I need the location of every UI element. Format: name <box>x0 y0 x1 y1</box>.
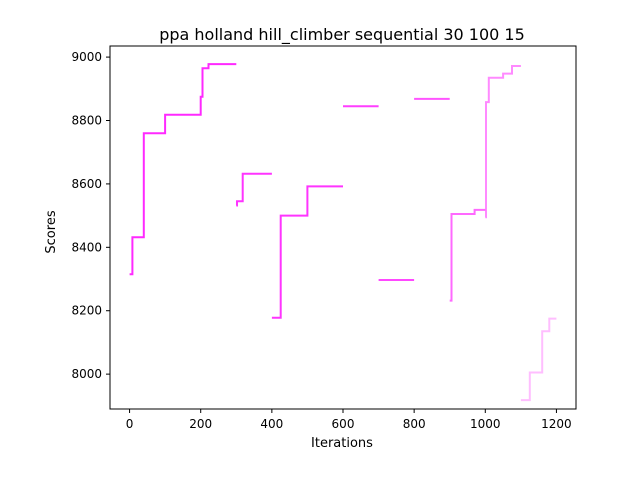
chart-title: ppa holland hill_climber sequential 30 1… <box>159 25 525 45</box>
y-tick-label: 9000 <box>71 50 102 64</box>
x-tick-label: 600 <box>332 417 355 431</box>
series-line-0 <box>129 63 237 276</box>
y-tick-label: 8000 <box>71 367 102 381</box>
y-tick-label: 8200 <box>71 304 102 318</box>
x-tick-label: 1000 <box>470 417 501 431</box>
x-tick-label: 0 <box>126 417 134 431</box>
series-line-8 <box>520 317 557 402</box>
series-line-2 <box>271 185 343 319</box>
x-tick-label: 1200 <box>541 417 572 431</box>
y-axis-label: Scores <box>44 210 59 253</box>
x-tick-label: 200 <box>189 417 212 431</box>
x-tick-label: 400 <box>260 417 283 431</box>
series-line-1 <box>236 172 272 207</box>
y-tick-label: 8800 <box>71 114 102 128</box>
series-line-6 <box>449 208 486 302</box>
series-layer <box>129 63 557 402</box>
x-tick-label: 800 <box>403 417 426 431</box>
y-tick-label: 8400 <box>71 240 102 254</box>
axes-layer: 0 200 400 600 800 1000 1200 8000 8200 8400 8600 880… <box>71 45 577 431</box>
x-axis-label: Iterations <box>311 436 373 451</box>
plot-frame <box>109 45 577 410</box>
y-tick-label: 8600 <box>71 177 102 191</box>
series-line-7 <box>485 65 521 219</box>
